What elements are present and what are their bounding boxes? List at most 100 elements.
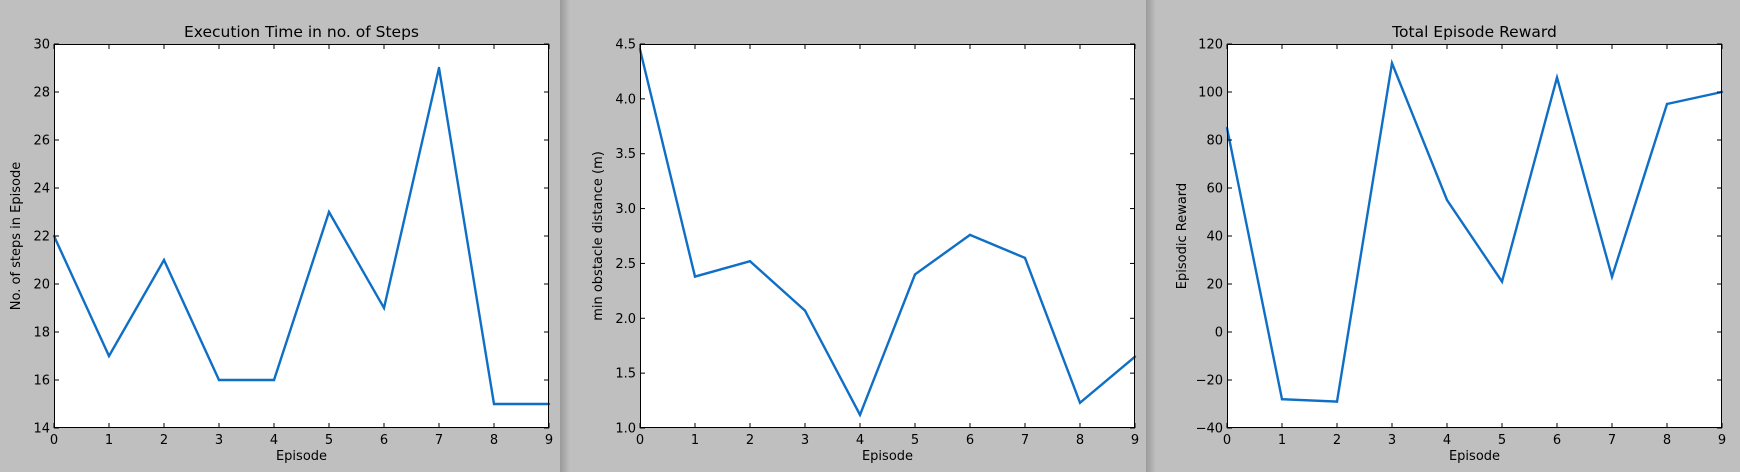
y-tick-label: 20 — [1206, 278, 1223, 293]
y-tick-label: 120 — [1198, 38, 1223, 53]
y-tick-label: 100 — [1198, 86, 1223, 101]
y-tick-label: 3.0 — [615, 202, 636, 217]
y-axis-label: Episodic Reward — [1175, 183, 1190, 289]
x-tick-label: 5 — [1498, 433, 1506, 448]
data-point — [1665, 102, 1669, 106]
x-tick-label: 4 — [270, 433, 278, 448]
x-tick-label: 3 — [801, 433, 809, 448]
plot-area — [640, 44, 1135, 428]
data-point — [437, 66, 441, 70]
x-tick-label: 4 — [856, 433, 864, 448]
y-tick-label: 28 — [33, 86, 50, 101]
y-tick-label: 80 — [1206, 134, 1223, 149]
x-tick-label: 3 — [215, 433, 223, 448]
x-tick-label: 6 — [380, 433, 388, 448]
x-tick-label: 5 — [911, 433, 919, 448]
x-tick-label: 1 — [105, 433, 113, 448]
y-tick-label: −20 — [1196, 374, 1223, 389]
x-tick-label: 7 — [1608, 433, 1616, 448]
x-tick-label: 8 — [490, 433, 498, 448]
data-point — [327, 210, 331, 214]
x-axis-label: Episode — [1449, 449, 1500, 464]
y-tick-label: 14 — [33, 422, 50, 437]
x-tick-label: 9 — [1718, 433, 1726, 448]
x-tick-label: 2 — [1333, 433, 1341, 448]
y-tick-label: 2.5 — [615, 257, 636, 272]
data-point — [1500, 280, 1504, 283]
x-tick-label: 4 — [1443, 433, 1451, 448]
y-tick-label: 3.5 — [615, 147, 636, 162]
plot-area — [1227, 44, 1722, 428]
data-point — [1280, 398, 1284, 401]
x-tick-label: 7 — [1021, 433, 1029, 448]
data-point — [1555, 76, 1559, 79]
x-tick-label: 6 — [1553, 433, 1561, 448]
window-edge-shadow — [560, 0, 570, 472]
x-tick-label: 8 — [1076, 433, 1084, 448]
y-tick-label: 4.5 — [615, 38, 636, 53]
x-tick-label: 3 — [1388, 433, 1396, 448]
data-point — [803, 309, 807, 312]
data-point — [1390, 62, 1394, 65]
data-point — [1610, 275, 1614, 278]
y-tick-label: 18 — [33, 326, 50, 341]
y-tick-label: 0 — [1215, 326, 1223, 341]
chart-title: Execution Time in no. of Steps — [184, 23, 419, 41]
y-tick-label: 4.0 — [615, 92, 636, 107]
data-point — [858, 413, 862, 417]
data-point — [748, 260, 752, 263]
chart-window-obstacle-distance: 0 1 2 3 4 5 6 7 8 9 1.0 1.5 2.0 2.5 3.0 3.5 4.0 4.5 Episod… — [560, 0, 1146, 472]
window-edge-shadow — [1146, 0, 1156, 472]
y-tick-label: 24 — [33, 182, 50, 197]
data-point — [217, 378, 221, 382]
data-point — [693, 275, 697, 278]
x-tick-label: 6 — [966, 433, 974, 448]
y-tick-label: 2.0 — [615, 312, 636, 327]
series-line — [638, 49, 1136, 418]
x-tick-label: 2 — [160, 433, 168, 448]
data-point — [1023, 256, 1027, 260]
data-point — [968, 233, 972, 237]
y-tick-label: 20 — [33, 278, 50, 293]
y-tick-label: 22 — [33, 230, 50, 245]
chart-obstacle-distance: 0 1 2 3 4 5 6 7 8 9 1.0 1.5 2.0 2.5 3.0 3.5 4.0 4.5 Episod… — [591, 38, 1139, 465]
y-tick-label: 1.5 — [615, 367, 636, 382]
data-point — [162, 258, 166, 262]
y-tick-label: −40 — [1196, 422, 1223, 437]
x-tick-label: 7 — [435, 433, 443, 448]
chart-title: Total Episode Reward — [1391, 23, 1557, 41]
series-line — [52, 67, 549, 406]
y-axis-label: min obstacle distance (m) — [591, 151, 606, 321]
data-point — [272, 378, 276, 382]
data-point — [1078, 401, 1082, 404]
chart-reward: 0 1 2 3 4 5 6 7 8 9 −40 −20 0 20 40 60 80 100 120 Total Epi… — [1175, 23, 1726, 464]
data-point — [382, 306, 386, 310]
data-point — [1445, 198, 1449, 202]
y-tick-label: 30 — [33, 38, 50, 53]
series-line — [1225, 58, 1723, 403]
data-point — [492, 402, 496, 406]
chart-steps: 0 1 2 3 4 5 6 7 8 9 14 16 18 20 22 24 26 28 30 Execution Ti… — [9, 23, 553, 464]
y-axis-label: No. of steps in Episode — [9, 162, 24, 310]
y-tick-label: 16 — [33, 374, 50, 389]
y-tick-label: 40 — [1206, 230, 1223, 245]
plot-area — [54, 44, 549, 428]
x-tick-label: 1 — [1278, 433, 1286, 448]
y-tick-label: 1.0 — [615, 422, 636, 437]
x-tick-label: 9 — [545, 433, 553, 448]
chart-window-steps: 0 1 2 3 4 5 6 7 8 9 14 16 18 20 22 24 26 28 30 Execution Ti… — [0, 0, 560, 472]
x-axis-label: Episode — [862, 449, 913, 464]
data-point — [1335, 400, 1339, 403]
x-tick-label: 9 — [1131, 433, 1139, 448]
x-tick-label: 1 — [691, 433, 699, 448]
x-tick-label: 0 — [636, 433, 644, 448]
y-tick-label: 60 — [1206, 182, 1223, 197]
x-tick-label: 0 — [1223, 433, 1231, 448]
x-tick-label: 2 — [746, 433, 754, 448]
data-point — [107, 354, 111, 358]
data-point — [913, 273, 917, 276]
y-tick-label: 26 — [33, 134, 50, 149]
chart-window-reward: 0 1 2 3 4 5 6 7 8 9 −40 −20 0 20 40 60 80 100 120 Total Epi… — [1146, 0, 1740, 472]
x-tick-label: 0 — [50, 433, 58, 448]
x-axis-label: Episode — [276, 449, 327, 464]
